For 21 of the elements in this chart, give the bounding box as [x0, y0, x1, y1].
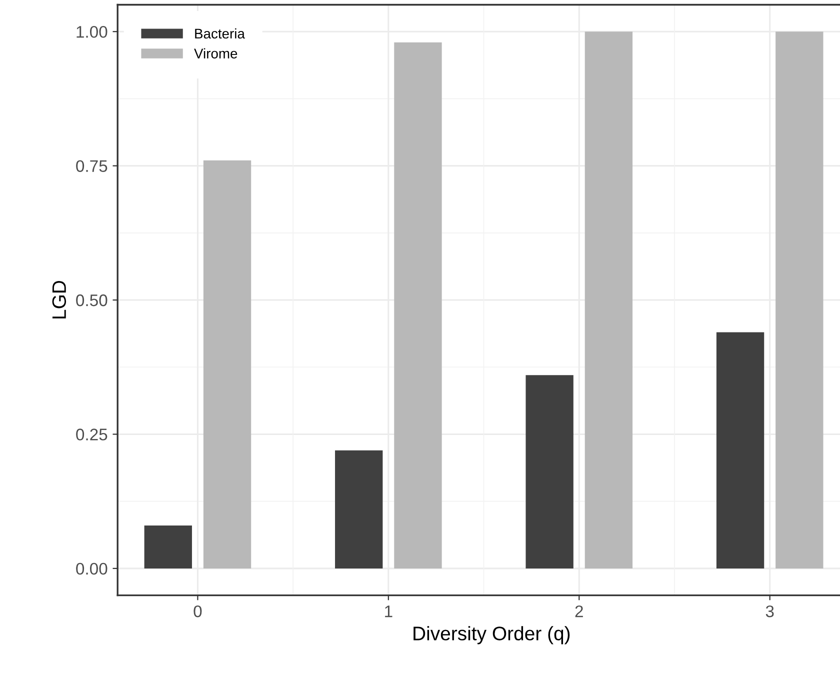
x-tick-label: 2 [575, 605, 583, 618]
y-axis-title: LGD [52, 280, 66, 318]
y-tick-label: 1.00 [76, 26, 108, 38]
y-tick-label: 0.50 [76, 294, 108, 306]
y-tick-label: 0.00 [76, 562, 108, 575]
bar [203, 160, 252, 568]
bar [394, 42, 442, 568]
y-tick-label: 0.25 [76, 428, 108, 440]
y-tick-label: 0.75 [76, 160, 108, 172]
legend-label: Bacteria [195, 28, 245, 39]
x-axis-title: Diversity Order (q) [414, 626, 570, 644]
x-tick-label: 1 [385, 606, 392, 618]
bar [584, 32, 633, 568]
bar [526, 375, 574, 568]
x-tick-label: 0 [194, 605, 202, 618]
legend-label: Virome [194, 48, 238, 58]
bar [776, 32, 824, 568]
bar [716, 332, 764, 568]
x-tick-label: 3 [766, 605, 774, 618]
bar [144, 525, 192, 568]
bar [335, 450, 383, 568]
